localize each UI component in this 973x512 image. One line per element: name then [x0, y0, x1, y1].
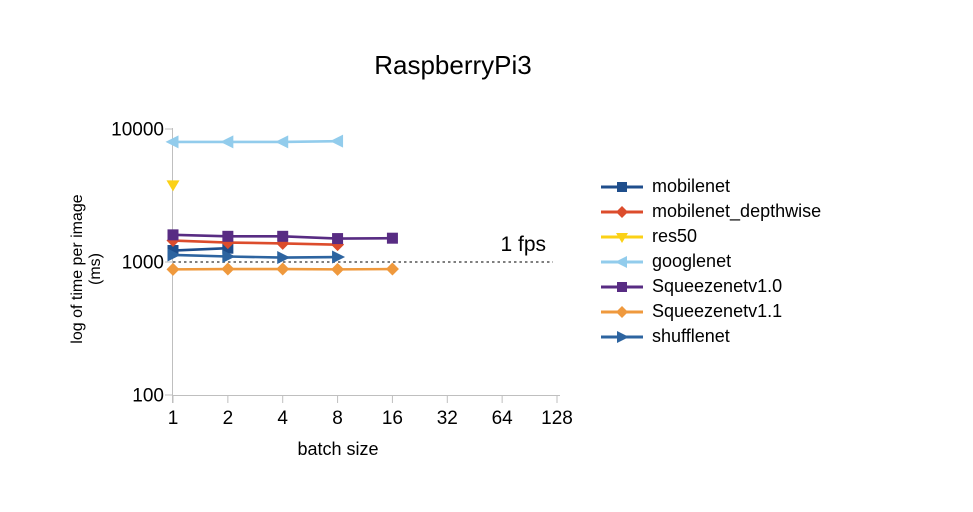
- legend-swatch-diamond-icon: [601, 205, 643, 218]
- series-marker-Squeezenetv1.1: [166, 262, 180, 276]
- x-tick-label: 1: [168, 408, 179, 429]
- x-tick-label: 64: [492, 408, 514, 429]
- series-marker-shufflenet: [167, 248, 181, 262]
- series-marker-googlenet: [275, 135, 289, 149]
- legend-label: Squeezenetv1.1: [652, 301, 783, 321]
- legend-label: shufflenet: [652, 326, 730, 346]
- x-tick-label: 16: [382, 408, 403, 429]
- legend-item-shufflenet: shufflenet: [600, 324, 821, 349]
- legend-label: Squeezenetv1.0: [652, 276, 783, 296]
- legend-swatch-triangle-left-icon: [601, 255, 643, 268]
- series-line-mobilenet_depthwise: [172, 239, 338, 246]
- series-line-mobilenet: [172, 246, 228, 252]
- chart-title: RaspberryPi3: [374, 50, 532, 80]
- legend-swatch-triangle-right-icon: [601, 330, 643, 343]
- legend-item-mobilenet: mobilenet: [600, 174, 821, 199]
- legend-marker: [616, 205, 628, 218]
- y-tick-label: 10000: [111, 120, 164, 141]
- legend-swatch-triangle-down-icon: [601, 232, 643, 243]
- fps-annotation: 1 fps: [500, 233, 546, 256]
- series-marker-shufflenet: [222, 249, 236, 263]
- legend-label: res50: [652, 226, 698, 246]
- series-marker-Squeezenetv1.1: [221, 262, 235, 276]
- legend-swatch-diamond-icon: [601, 305, 643, 318]
- series-marker-shufflenet: [277, 251, 291, 265]
- legend-marker: [616, 232, 628, 243]
- series-line-googlenet: [173, 139, 338, 144]
- series-marker-Squeezenetv1.1: [331, 262, 345, 276]
- series-marker-Squeezenetv1.0: [386, 232, 398, 244]
- series-marker-googlenet: [165, 135, 179, 149]
- series-marker-Squeezenetv1.0: [332, 233, 344, 245]
- x-tick-label: 128: [541, 408, 573, 429]
- legend-marker: [617, 281, 627, 292]
- x-tick-label: 32: [437, 408, 458, 429]
- y-tick-label: 1000: [122, 253, 164, 274]
- series-marker-Squeezenetv1.0: [167, 229, 179, 241]
- legend-swatch-square-icon: [601, 281, 643, 292]
- series-marker-shufflenet: [332, 250, 346, 264]
- series-marker-mobilenet: [167, 245, 179, 257]
- legend-label: mobilenet_depthwise: [652, 201, 822, 221]
- legend-item-res50: res50: [600, 224, 821, 249]
- legend-label: googlenet: [652, 251, 732, 271]
- legend-item-Squeezenetv1.0: Squeezenetv1.0: [600, 274, 821, 299]
- legend-item-Squeezenetv1.1: Squeezenetv1.1: [600, 299, 821, 324]
- legend-marker: [615, 255, 627, 268]
- x-axis-title: batch size: [297, 439, 379, 459]
- series-marker-res50: [166, 180, 180, 192]
- x-tick-label: 4: [277, 408, 288, 429]
- legend-marker: [616, 305, 628, 318]
- x-tick-label: 8: [332, 408, 343, 429]
- legend-item-googlenet: googlenet: [600, 249, 821, 274]
- series-marker-googlenet: [220, 135, 234, 149]
- series-line-shufflenet: [172, 253, 338, 259]
- series-marker-googlenet: [330, 134, 344, 148]
- x-tick-label: 2: [223, 408, 234, 429]
- legend-marker: [617, 181, 627, 192]
- legend-label: mobilenet: [652, 176, 731, 196]
- series-marker-Squeezenetv1.0: [222, 230, 234, 242]
- legend-item-mobilenet_depthwise: mobilenet_depthwise: [600, 199, 821, 224]
- legend: mobilenet mobilenet_depthwise res50 googlen…: [600, 174, 821, 349]
- legend-swatch-square-icon: [601, 181, 643, 192]
- series-marker-Squeezenetv1.1: [276, 262, 290, 276]
- y-tick-label: 100: [132, 386, 164, 407]
- series-marker-Squeezenetv1.0: [277, 230, 289, 242]
- series-marker-Squeezenetv1.1: [385, 262, 399, 276]
- legend-marker: [617, 330, 629, 343]
